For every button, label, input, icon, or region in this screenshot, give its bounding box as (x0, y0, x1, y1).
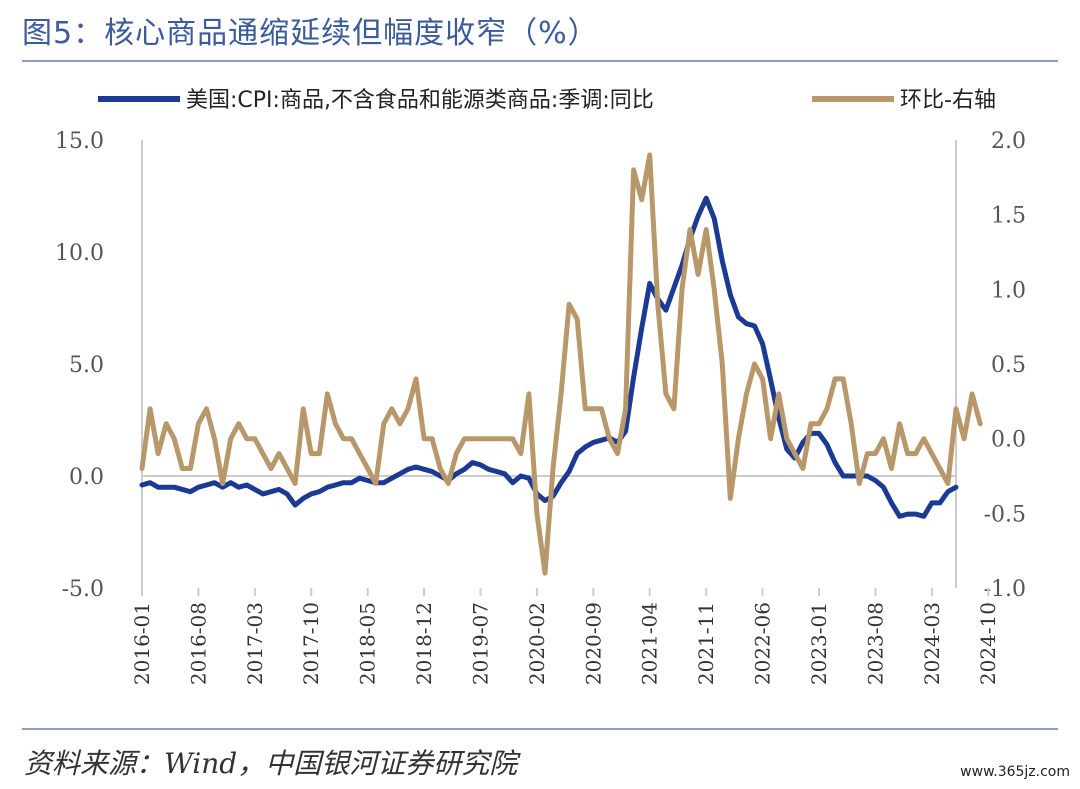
x-tick-label: 2021-11 (694, 602, 718, 685)
footer-rule (22, 728, 1058, 730)
y-left-tick-label: -5.0 (62, 577, 104, 602)
source-note: 资料来源：Wind，中国银河证券研究院 (24, 747, 518, 780)
x-tick-label: 2024-03 (920, 602, 944, 685)
y-left-tick-label: 5.0 (69, 353, 104, 378)
watermark: www.365jz.com (960, 764, 1070, 780)
y-right-tick-label: -0.5 (984, 502, 1026, 527)
y-left-tick-label: 15.0 (55, 129, 104, 154)
x-tick-label: 2020-02 (525, 602, 549, 685)
y-right-tick-label: -1.0 (984, 577, 1026, 602)
y-left-tick-label: 10.0 (55, 241, 104, 266)
series-line-mom (139, 152, 983, 576)
y-right-tick-label: 2.0 (991, 129, 1026, 154)
x-tick-label: 2016-01 (130, 602, 154, 685)
x-tick-label: 2019-07 (468, 602, 492, 685)
x-tick-label: 2022-06 (751, 602, 775, 685)
x-tick-label: 2021-04 (638, 602, 662, 685)
x-tick-label: 2023-01 (807, 602, 831, 685)
x-tick-label: 2017-03 (243, 602, 267, 685)
x-tick-label: 2016-08 (186, 602, 210, 685)
x-tick-label: 2018-12 (412, 602, 436, 685)
x-tick-label: 2020-09 (581, 602, 605, 685)
legend-label-mom: 环比-右轴 (900, 88, 996, 113)
x-tick-label: 2023-08 (863, 602, 887, 685)
title-rule (22, 60, 1058, 62)
y-right-tick-label: 1.5 (991, 204, 1026, 229)
series-lines (139, 152, 983, 576)
series-line-cpi-yoy (139, 195, 959, 519)
y-right-tick-label: 0.0 (991, 428, 1026, 453)
x-tick-label: 2018-05 (356, 602, 380, 685)
x-tick-label: 2024-10 (976, 602, 1000, 685)
legend-label-cpi: 美国:CPI:商品,不含食品和能源类商品:季调:同比 (186, 88, 654, 113)
y-right-tick-label: 1.0 (991, 278, 1026, 303)
legend: 美国:CPI:商品,不含食品和能源类商品:季调:同比 环比-右轴 (98, 88, 996, 113)
y-right-tick-label: 0.5 (991, 353, 1026, 378)
y-left-tick-label: 0.0 (69, 465, 104, 490)
axes: 15.0 10.0 5.0 0.0 -5.0 2.0 1.5 1.0 0.5 0.0 -0.5 -1.… (55, 129, 1026, 685)
x-tick-label: 2017-10 (299, 602, 323, 685)
chart-title: 图5：核心商品通缩延续但幅度收窄（%） (22, 16, 599, 51)
